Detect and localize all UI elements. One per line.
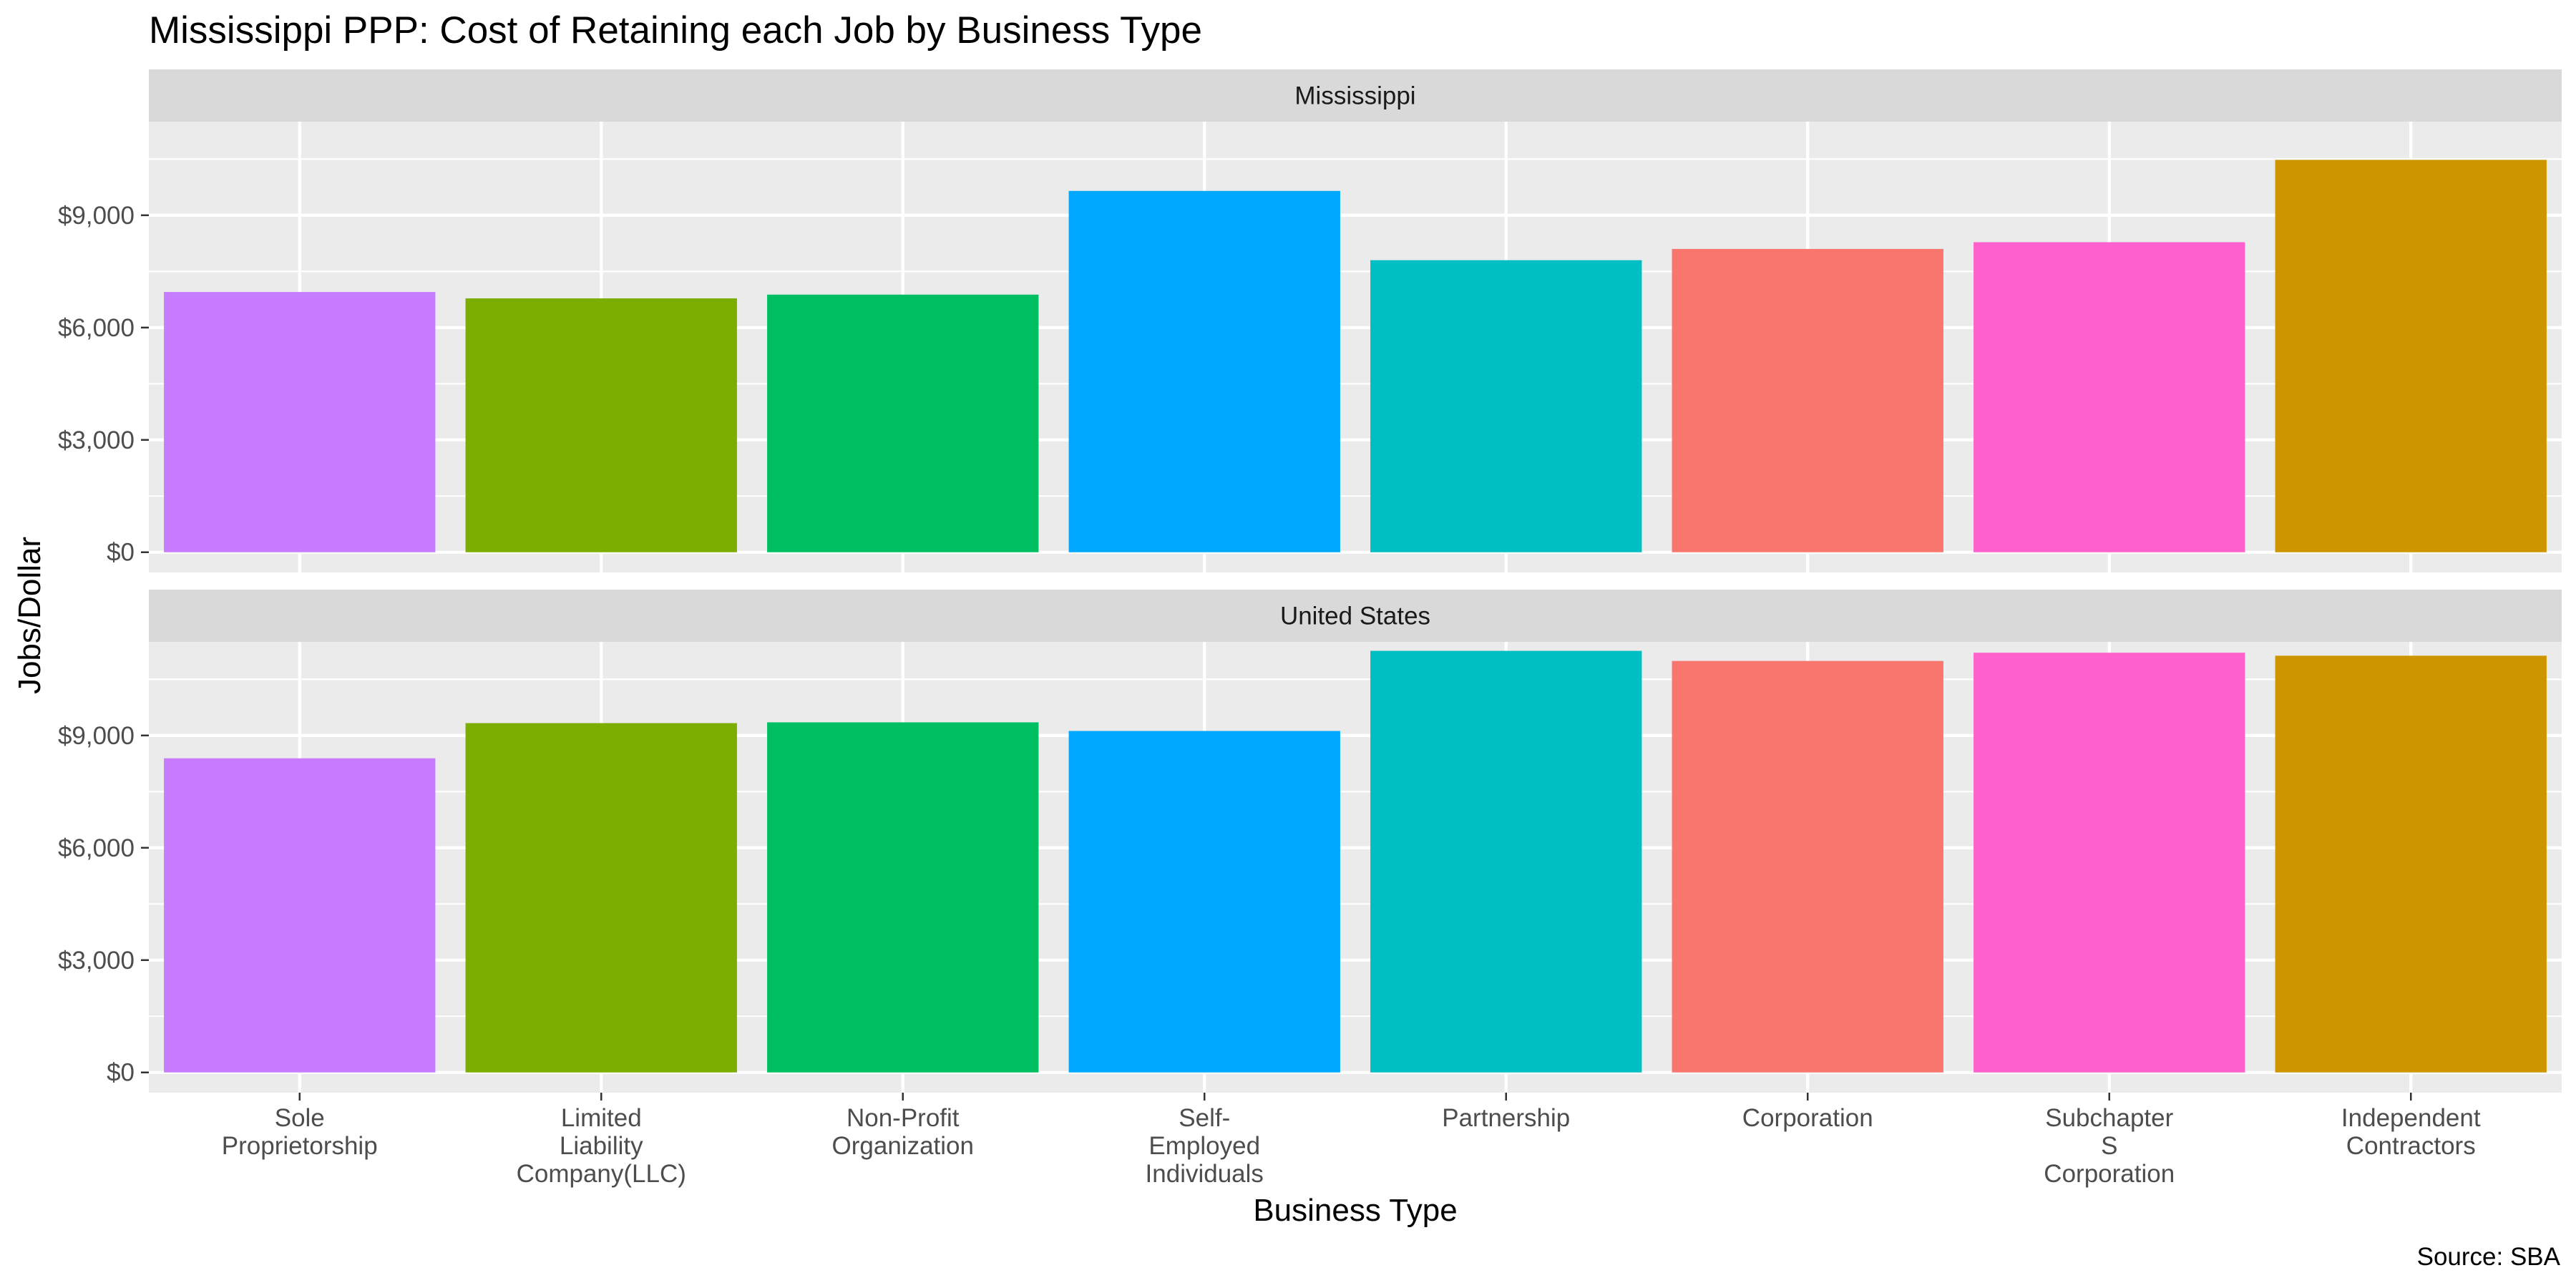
y-tick-label: $3,000 xyxy=(58,947,135,975)
source-caption: Source: SBA xyxy=(2417,1243,2561,1271)
facet-panel: United States $0 $3,000 $6,000 $9,000 xyxy=(58,590,2562,1093)
y-tick-label: $0 xyxy=(107,539,135,567)
bar xyxy=(1974,653,2245,1073)
facet-panel: Mississippi $0 $3,000 $6,000 $9,000 xyxy=(58,69,2562,572)
y-tick-label: $9,000 xyxy=(58,202,135,230)
x-axis: Sole Proprietorship Limited Liability Compan… xyxy=(222,1093,2481,1188)
bar xyxy=(1370,260,1642,552)
bar xyxy=(465,298,737,552)
x-axis-title: Business Type xyxy=(1253,1193,1457,1228)
bar xyxy=(465,723,737,1073)
bar xyxy=(767,722,1039,1073)
x-tick-label: Self-Employed Individuals xyxy=(1146,1104,1264,1188)
bar xyxy=(1370,650,1642,1073)
bar xyxy=(1068,731,1340,1073)
y-tick-label: $3,000 xyxy=(58,426,135,454)
y-axis-title: Jobs/Dollar xyxy=(12,537,47,694)
bar xyxy=(1974,242,2245,552)
x-tick-label: Corporation xyxy=(1742,1104,1873,1132)
y-tick-label: $6,000 xyxy=(58,314,135,342)
x-tick-label: Non-Profit Organization xyxy=(832,1104,974,1160)
bar xyxy=(1672,248,1943,552)
bar xyxy=(2275,160,2547,552)
facet-strip xyxy=(149,69,2562,122)
x-tick-label: Sole Proprietorship xyxy=(222,1104,378,1160)
facet-strip-label: United States xyxy=(1280,602,1430,630)
y-tick-label: $0 xyxy=(107,1059,135,1087)
x-tick-label: Partnership xyxy=(1442,1104,1570,1132)
x-tick-label: Subchapter S Corporation xyxy=(2044,1104,2175,1188)
y-tick-label: $6,000 xyxy=(58,834,135,862)
chart-title: Mississippi PPP: Cost of Retaining each … xyxy=(149,9,1202,52)
bar xyxy=(2275,655,2547,1073)
y-tick-label: $9,000 xyxy=(58,722,135,750)
bar xyxy=(1672,660,1943,1073)
bar xyxy=(1068,190,1340,552)
facet-strip xyxy=(149,590,2562,642)
x-tick-label: Independent Contractors xyxy=(2341,1104,2481,1160)
bar xyxy=(164,292,436,552)
bar xyxy=(767,294,1039,552)
x-tick-label: Limited Liability Company(LLC) xyxy=(517,1104,686,1188)
bar xyxy=(164,758,436,1073)
facet-strip-label: Mississippi xyxy=(1294,82,1415,110)
